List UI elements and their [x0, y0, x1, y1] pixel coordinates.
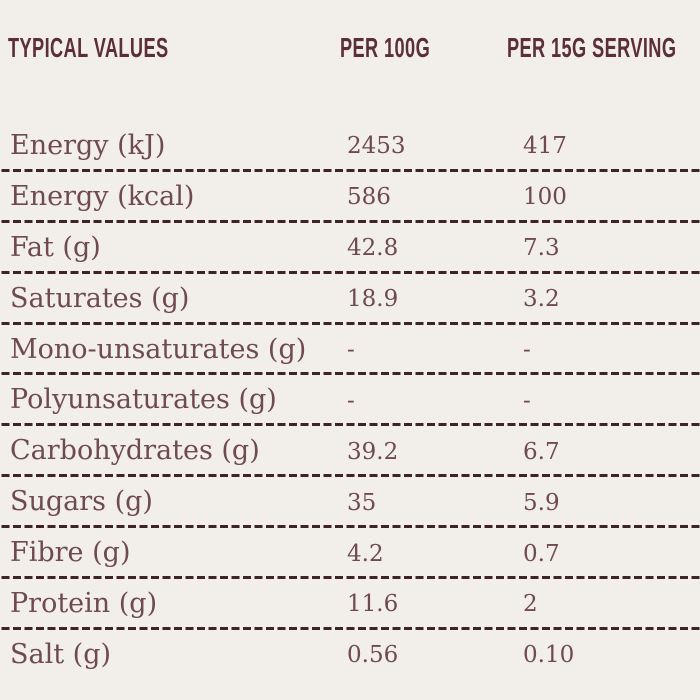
- value-per-100g: 42.8: [347, 235, 399, 262]
- value-per-15g: 100: [523, 184, 567, 211]
- value-per-15g: -: [523, 387, 531, 414]
- row-label: Saturates (g): [10, 282, 190, 314]
- value-per-15g: 0.10: [523, 642, 575, 669]
- row-label: Sugars (g): [10, 486, 153, 518]
- row-label: Fat (g): [10, 231, 101, 263]
- row-label: Carbohydrates (g): [10, 435, 260, 467]
- value-per-15g: 7.3: [523, 235, 560, 262]
- table-row: Saturates (g) 18.9 3.2: [0, 273, 700, 325]
- table-row: Sugars (g) 35 5.9: [0, 476, 700, 529]
- value-per-15g: 0.7: [523, 540, 560, 567]
- table-header: TYPICAL VALUES PER 100G PER 15G SERVING: [0, 34, 700, 62]
- table-row: Carbohydrates (g) 39.2 6.7: [0, 425, 700, 478]
- table-row: Energy (kJ) 2453 417: [0, 120, 700, 172]
- value-per-15g: 417: [523, 133, 567, 160]
- value-per-100g: 586: [347, 184, 391, 211]
- table-body: Energy (kJ) 2453 417 Energy (kcal) 586 1…: [0, 120, 700, 680]
- row-label: Protein (g): [10, 587, 158, 619]
- row-label: Energy (kJ): [10, 129, 166, 161]
- value-per-100g: -: [347, 337, 355, 363]
- column-header-per-15g-serving-text: PER 15G SERVING: [507, 32, 677, 63]
- row-label: Polyunsaturates (g): [10, 384, 277, 416]
- row-label: Salt (g): [10, 638, 112, 670]
- table-row: Salt (g) 0.56 0.10: [0, 629, 700, 680]
- row-label: Energy (kcal): [10, 180, 195, 212]
- table-row: Energy (kcal) 586 100: [0, 171, 700, 223]
- row-label: Fibre (g): [10, 537, 131, 569]
- table-row: Polyunsaturates (g) - -: [0, 374, 700, 427]
- table-row: Mono-unsaturates (g) - -: [0, 324, 700, 376]
- value-per-100g: 4.2: [347, 540, 384, 567]
- column-header-typical-values-text: TYPICAL VALUES: [8, 32, 169, 63]
- column-header-per-100g: PER 100G: [340, 34, 523, 62]
- table-row: Fibre (g) 4.2 0.7: [0, 527, 700, 579]
- value-per-100g: 18.9: [347, 286, 399, 313]
- value-per-15g: 6.7: [523, 438, 560, 465]
- value-per-100g: 39.2: [347, 438, 399, 465]
- row-label: Mono-unsaturates (g): [10, 333, 307, 365]
- value-per-100g: 0.56: [347, 642, 399, 669]
- value-per-15g: 3.2: [523, 286, 560, 313]
- value-per-100g: 35: [347, 489, 377, 516]
- value-per-15g: -: [523, 337, 531, 363]
- value-per-100g: 11.6: [347, 591, 399, 618]
- column-header-per-100g-text: PER 100G: [340, 32, 431, 63]
- value-per-15g: 2: [523, 591, 538, 618]
- value-per-100g: 2453: [347, 133, 406, 160]
- table-row: Protein (g) 11.6 2: [0, 578, 700, 630]
- value-per-15g: 5.9: [523, 489, 560, 516]
- column-header-typical-values: TYPICAL VALUES: [8, 32, 347, 63]
- table-row: Fat (g) 42.8 7.3: [0, 222, 700, 274]
- value-per-100g: -: [347, 387, 355, 414]
- column-header-per-15g-serving: PER 15G SERVING: [507, 34, 700, 62]
